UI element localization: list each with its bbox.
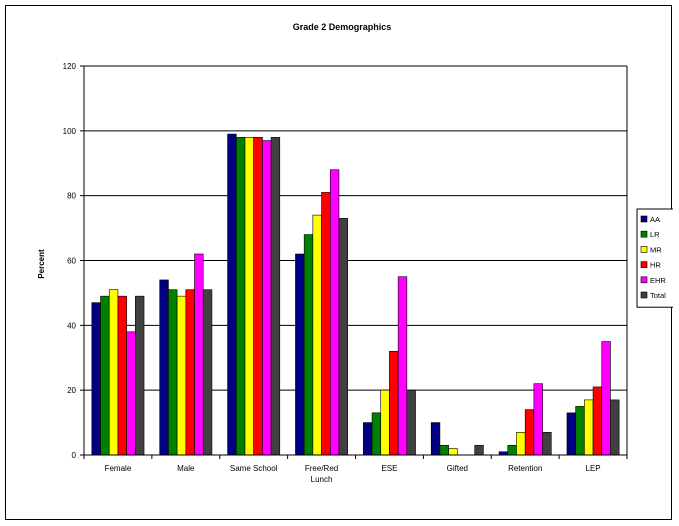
bar-aa-1 <box>159 279 169 456</box>
bar-hr-6 <box>524 409 535 456</box>
x-axis: Female Male Same School Free/Red Lunch ESE Gif… <box>83 454 628 484</box>
bar-total-7 <box>610 399 620 456</box>
bar-ehr-2 <box>262 140 272 456</box>
bar-hr-0 <box>117 295 127 456</box>
y-axis: 0 20 40 60 80 100 120 <box>63 62 85 460</box>
bar-lr-4 <box>371 412 382 456</box>
bar-total-2 <box>270 137 281 456</box>
bar-ehr-6 <box>533 383 543 456</box>
legend-label-total: Total <box>650 291 666 300</box>
bar-mr-1 <box>176 295 187 456</box>
bar-mr-6 <box>516 432 526 456</box>
bar-hr-3 <box>321 192 331 456</box>
bar-lr-0 <box>100 295 110 456</box>
chart-title: Grade 2 Demographics <box>293 22 392 32</box>
legend-swatch-total <box>640 291 648 299</box>
legend-label-ehr: EHR <box>650 276 666 285</box>
y-tick-label: 80 <box>67 192 76 201</box>
bar-lr-1 <box>168 289 178 456</box>
x-tick-label: Free/Red Lunch <box>305 464 338 484</box>
x-tick-label: Retention <box>508 464 542 473</box>
y-tick-label: 60 <box>67 257 76 266</box>
bar-mr-2 <box>244 137 254 456</box>
bar-total-1 <box>202 289 213 456</box>
bar-lr-2 <box>235 137 246 456</box>
x-tick-label: Same School <box>230 464 278 473</box>
x-tick-label: Female <box>105 464 132 473</box>
bars <box>91 133 620 456</box>
x-tick-label: ESE <box>381 464 397 473</box>
bar-total-0 <box>135 295 145 456</box>
legend-swatch-ehr <box>640 276 648 284</box>
y-tick-label: 20 <box>67 386 76 395</box>
bar-aa-0 <box>91 302 101 456</box>
bar-hr-2 <box>253 137 263 456</box>
y-tick-label: 40 <box>67 321 76 330</box>
legend-label-mr: MR <box>650 245 662 254</box>
y-axis-label: Percent <box>37 249 46 279</box>
bar-lr-3 <box>303 234 314 456</box>
legend-label-aa: AA <box>650 215 660 224</box>
bar-lr-5 <box>439 444 449 456</box>
legend-label-hr: HR <box>650 261 661 270</box>
bar-mr-7 <box>584 399 594 456</box>
bar-ehr-3 <box>329 169 340 456</box>
bar-total-4 <box>406 389 416 456</box>
legend-box <box>636 208 675 308</box>
legend-swatch-aa <box>640 215 648 223</box>
bar-aa-7 <box>566 412 576 456</box>
legend-swatch-hr <box>640 261 648 268</box>
x-tick-label: Male <box>177 464 195 473</box>
bar-aa-4 <box>363 422 373 456</box>
bar-ehr-7 <box>601 341 611 456</box>
bar-lr-7 <box>575 406 585 456</box>
bar-hr-1 <box>185 289 195 456</box>
bar-ehr-4 <box>397 276 408 456</box>
bar-chart: Grade 2 Demographics 0 20 40 60 80 100 120 Fem… <box>37 22 675 484</box>
legend: AA LR MR HR EHR Total <box>636 208 675 308</box>
bar-total-5 <box>474 444 484 456</box>
y-tick-label: 120 <box>63 62 77 71</box>
bar-mr-0 <box>108 289 119 456</box>
bar-mr-4 <box>380 389 390 456</box>
chart-frame: Grade 2 Demographics 0 20 40 60 80 100 120 Fem… <box>5 5 675 520</box>
bar-ehr-0 <box>126 331 136 456</box>
bar-aa-2 <box>227 133 237 456</box>
x-tick-label: LEP <box>586 464 601 473</box>
x-tick-label: Gifted <box>447 464 468 473</box>
bar-lr-6 <box>507 444 517 456</box>
bar-aa-5 <box>430 422 441 456</box>
bar-total-6 <box>542 432 552 456</box>
legend-swatch-mr <box>640 246 648 253</box>
bar-aa-3 <box>295 253 305 456</box>
bar-hr-7 <box>592 386 603 456</box>
bar-total-3 <box>338 218 348 456</box>
legend-label-lr: LR <box>650 230 660 239</box>
y-tick-label: 100 <box>63 127 77 136</box>
legend-swatch-lr <box>640 230 648 238</box>
bar-mr-5 <box>448 448 458 456</box>
bar-hr-4 <box>389 350 399 456</box>
y-tick-label: 0 <box>72 451 77 460</box>
bar-ehr-1 <box>194 253 204 456</box>
bar-mr-3 <box>312 214 322 456</box>
